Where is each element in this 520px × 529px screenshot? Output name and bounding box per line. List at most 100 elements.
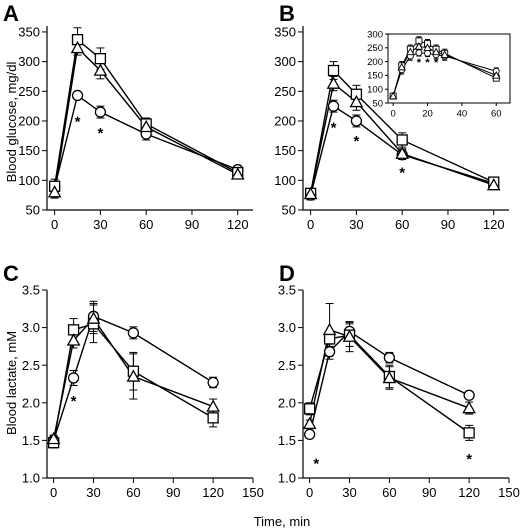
y-tick-label: 250 — [18, 84, 40, 99]
circle-point — [463, 389, 475, 401]
inset-triangle-point — [440, 50, 449, 58]
triangle-point — [70, 40, 85, 54]
inset-triangle-point — [431, 47, 441, 56]
square-point — [323, 333, 336, 345]
triangle-point — [303, 186, 318, 200]
significance-star: * — [399, 164, 405, 181]
x-tick-label: 0 — [307, 217, 314, 232]
x-tick-label: 60 — [126, 485, 140, 500]
x-tick-label: 120 — [202, 485, 224, 500]
square-point — [94, 52, 107, 65]
inset-y-tick-label: 150 — [367, 71, 383, 82]
x-tick-label: 60 — [395, 217, 409, 232]
inset-y-tick-label: 100 — [367, 85, 383, 96]
x-tick-label: 30 — [93, 217, 107, 232]
y-tick-label: 2.0 — [278, 395, 296, 410]
circle-point — [327, 100, 340, 112]
triangle-point — [66, 333, 81, 346]
x-tick-label: 120 — [483, 217, 505, 232]
significance-star: * — [331, 119, 337, 136]
y-tick-label: 2.5 — [22, 358, 40, 373]
triangle-point — [326, 76, 341, 89]
inset-triangle-point — [406, 47, 415, 56]
inset-frame — [387, 33, 511, 104]
triangle-point — [342, 329, 357, 342]
circle-point — [350, 115, 363, 127]
x-tick-label: 60 — [382, 485, 396, 500]
y-tick-label: 1.5 — [22, 433, 40, 448]
inset-significance-star: * — [417, 57, 422, 69]
significance-star: * — [353, 133, 359, 150]
y-tick-label: 3.0 — [22, 320, 40, 335]
circle-series-line — [53, 94, 238, 188]
inset-circle-point — [424, 49, 431, 57]
inset-x-tick-label: 60 — [491, 109, 502, 120]
y-tick-label: 3.0 — [278, 320, 296, 335]
y-tick-label: 1.0 — [278, 471, 296, 486]
x-tick-label: 90 — [185, 217, 199, 232]
x-tick-label: 0 — [50, 485, 57, 500]
inset-triangle-point — [414, 42, 424, 50]
significance-star: * — [71, 393, 77, 410]
inset-significance-star: * — [434, 57, 439, 69]
circle-point — [303, 428, 316, 441]
y-tick-label: 100 — [18, 173, 40, 188]
y-tick-label: 50 — [282, 203, 296, 218]
inset-y-tick-label: 300 — [367, 29, 383, 40]
triangle-point — [86, 311, 101, 324]
inset-triangle-point — [397, 62, 406, 71]
y-tick-label: 300 — [274, 54, 296, 69]
square-point — [463, 427, 475, 439]
x-tick-label: 150 — [242, 485, 264, 500]
triangle-point — [395, 146, 410, 159]
x-tick-label: 30 — [342, 485, 356, 500]
square-point — [207, 412, 219, 424]
y-tick-label: 250 — [274, 84, 296, 99]
circle-point — [323, 346, 336, 358]
triangle-point — [93, 63, 108, 76]
x-tick-label: 90 — [166, 485, 180, 500]
panel-d: D 1.0 1.5 2.0 2.5 3.0 3.5 0 30 60 90 120 150 * * — [278, 261, 520, 500]
inset-triangle-point — [492, 71, 501, 79]
circle-point — [127, 327, 140, 339]
inset-y-tick-label: 250 — [367, 43, 383, 54]
y-tick-label: 1.5 — [278, 433, 296, 448]
x-tick-label: 150 — [498, 485, 520, 500]
panel-c-letter: C — [3, 261, 19, 286]
inset-triangle-point — [388, 91, 398, 100]
significance-star: * — [75, 113, 81, 130]
square-point — [303, 403, 316, 415]
y-tick-label: 1.0 — [22, 471, 40, 486]
panel-d-letter: D — [279, 261, 295, 286]
circle-point — [67, 372, 80, 384]
x-tick-label: 0 — [306, 485, 313, 500]
x-tick-label: 120 — [458, 485, 480, 500]
y-tick-label: 200 — [274, 114, 296, 129]
triangle-point — [139, 119, 154, 133]
triangle-point — [462, 400, 476, 414]
y-tick-label: 350 — [274, 24, 296, 39]
y-tick-label: 50 — [26, 203, 40, 218]
circle-point — [207, 376, 219, 389]
inset-triangle-point — [423, 43, 432, 52]
y-tick-label: 200 — [18, 114, 40, 129]
significance-star: * — [466, 451, 472, 468]
triangle-point — [206, 399, 220, 412]
y-axis-title-lactate: Blood lactate, mM — [4, 331, 19, 435]
inset-circle-point — [415, 49, 423, 57]
square-point — [396, 134, 408, 146]
triangle-point — [382, 370, 397, 384]
inset-y-tick-label: 50 — [372, 98, 383, 109]
circle-point — [71, 89, 84, 102]
circle-point — [94, 106, 107, 118]
triangle-point — [46, 431, 61, 445]
triangle-point — [322, 322, 337, 336]
y-tick-label: 2.5 — [278, 358, 296, 373]
circle-point — [383, 352, 396, 364]
x-tick-label: 90 — [422, 485, 436, 500]
y-tick-label: 3.5 — [22, 283, 40, 298]
panel-a-letter: A — [3, 1, 19, 26]
